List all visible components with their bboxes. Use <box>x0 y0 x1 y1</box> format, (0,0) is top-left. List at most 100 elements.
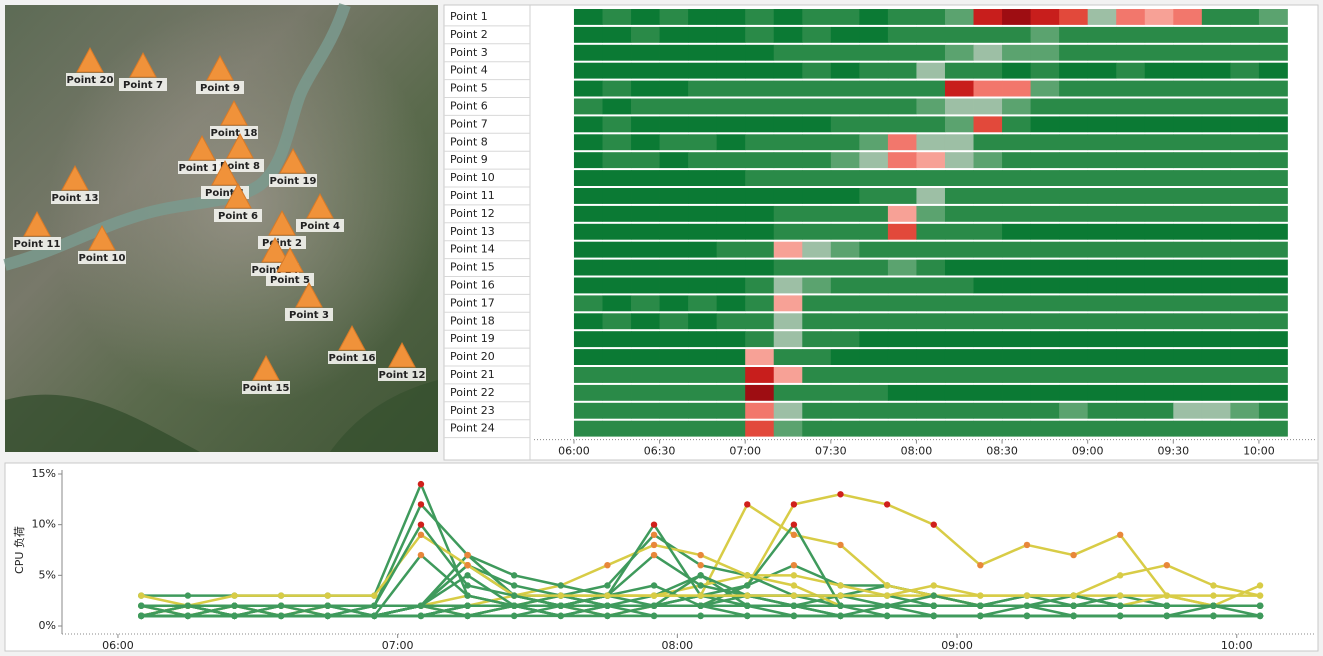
series-point <box>464 572 470 578</box>
row-label: Point 10 <box>450 171 495 184</box>
marker-label: Point 11 <box>14 239 61 250</box>
heat-cell <box>1259 116 1288 132</box>
heat-cell <box>717 45 746 61</box>
heat-cell <box>1088 331 1117 347</box>
heat-cell <box>1002 188 1031 204</box>
heat-cell <box>1116 188 1145 204</box>
heat-cell <box>574 152 603 168</box>
heat-cell <box>859 331 888 347</box>
series-point <box>651 582 657 588</box>
heat-cell <box>1145 188 1174 204</box>
heat-cell <box>974 242 1003 258</box>
heat-cell <box>1145 349 1174 365</box>
heat-cell <box>1116 385 1145 401</box>
heat-cell <box>1259 99 1288 115</box>
heat-cell <box>717 278 746 294</box>
heat-cell <box>631 81 660 97</box>
y-tick-label: 5% <box>39 568 56 581</box>
series-point <box>418 501 424 507</box>
heat-cell <box>1002 421 1031 437</box>
heat-cell <box>745 242 774 258</box>
heat-cell <box>859 81 888 97</box>
heat-cell <box>974 421 1003 437</box>
heat-cell <box>688 9 717 25</box>
heat-cell <box>1059 403 1088 419</box>
heat-cell <box>1230 295 1259 311</box>
heat-cell <box>1116 170 1145 186</box>
heat-cell <box>888 152 917 168</box>
marker-label: Point 5 <box>270 275 310 286</box>
series-point <box>837 491 843 497</box>
heat-cell <box>802 116 831 132</box>
heat-cell <box>831 331 860 347</box>
heat-cell <box>1173 349 1202 365</box>
heat-cell <box>802 81 831 97</box>
heat-cell <box>1145 81 1174 97</box>
heat-cell <box>1173 99 1202 115</box>
row-label: Point 15 <box>450 261 495 274</box>
heat-cell <box>1002 224 1031 240</box>
heat-cell <box>717 206 746 222</box>
heat-cell <box>859 206 888 222</box>
heat-cell <box>1145 385 1174 401</box>
heat-cell <box>631 295 660 311</box>
series-point <box>651 613 657 619</box>
heat-cell <box>802 278 831 294</box>
heat-cell <box>802 367 831 383</box>
heat-cell <box>574 367 603 383</box>
series-point <box>791 582 797 588</box>
heat-cell <box>1002 385 1031 401</box>
heat-cell <box>688 367 717 383</box>
heat-cell <box>1088 134 1117 150</box>
x-tick-label: 09:00 <box>1072 445 1104 458</box>
series-point <box>278 613 284 619</box>
heat-cell <box>888 170 917 186</box>
heat-cell <box>631 116 660 132</box>
series-point <box>1070 613 1076 619</box>
series-point <box>977 562 983 568</box>
heat-cell <box>660 403 689 419</box>
heat-cell <box>916 116 945 132</box>
heat-cell <box>688 63 717 79</box>
heat-cell <box>974 116 1003 132</box>
heat-cell <box>574 242 603 258</box>
heat-cell <box>1202 421 1231 437</box>
heat-cell <box>717 385 746 401</box>
heat-cell <box>974 99 1003 115</box>
heat-cell <box>1116 152 1145 168</box>
heat-cell <box>831 421 860 437</box>
x-tick-label: 08:00 <box>901 445 933 458</box>
heat-cell <box>717 367 746 383</box>
series-point <box>1257 603 1263 609</box>
heat-cell <box>916 134 945 150</box>
heat-cell <box>1002 99 1031 115</box>
heat-cell <box>1173 260 1202 276</box>
series-point <box>744 501 750 507</box>
heat-cell <box>1088 170 1117 186</box>
heat-cell <box>717 152 746 168</box>
row-label: Point 14 <box>450 243 495 256</box>
heat-cell <box>1173 9 1202 25</box>
series-point <box>697 603 703 609</box>
heat-cell <box>888 27 917 43</box>
heat-cell <box>774 224 803 240</box>
heat-cell <box>1088 403 1117 419</box>
heat-cell <box>1088 349 1117 365</box>
heat-cell <box>717 421 746 437</box>
series-point <box>325 592 331 598</box>
heat-cell <box>1173 45 1202 61</box>
heat-cell <box>1202 152 1231 168</box>
heat-cell <box>1145 99 1174 115</box>
marker-label: Point 10 <box>79 253 126 264</box>
heat-cell <box>1230 278 1259 294</box>
heat-cell <box>945 224 974 240</box>
heat-cell <box>916 421 945 437</box>
series-point <box>931 603 937 609</box>
heat-cell <box>574 385 603 401</box>
x-tick-label: 08:00 <box>661 639 693 652</box>
series-point <box>931 582 937 588</box>
heat-cell <box>660 224 689 240</box>
heat-cell <box>1059 116 1088 132</box>
heat-cell <box>1059 152 1088 168</box>
heat-cell <box>1202 99 1231 115</box>
